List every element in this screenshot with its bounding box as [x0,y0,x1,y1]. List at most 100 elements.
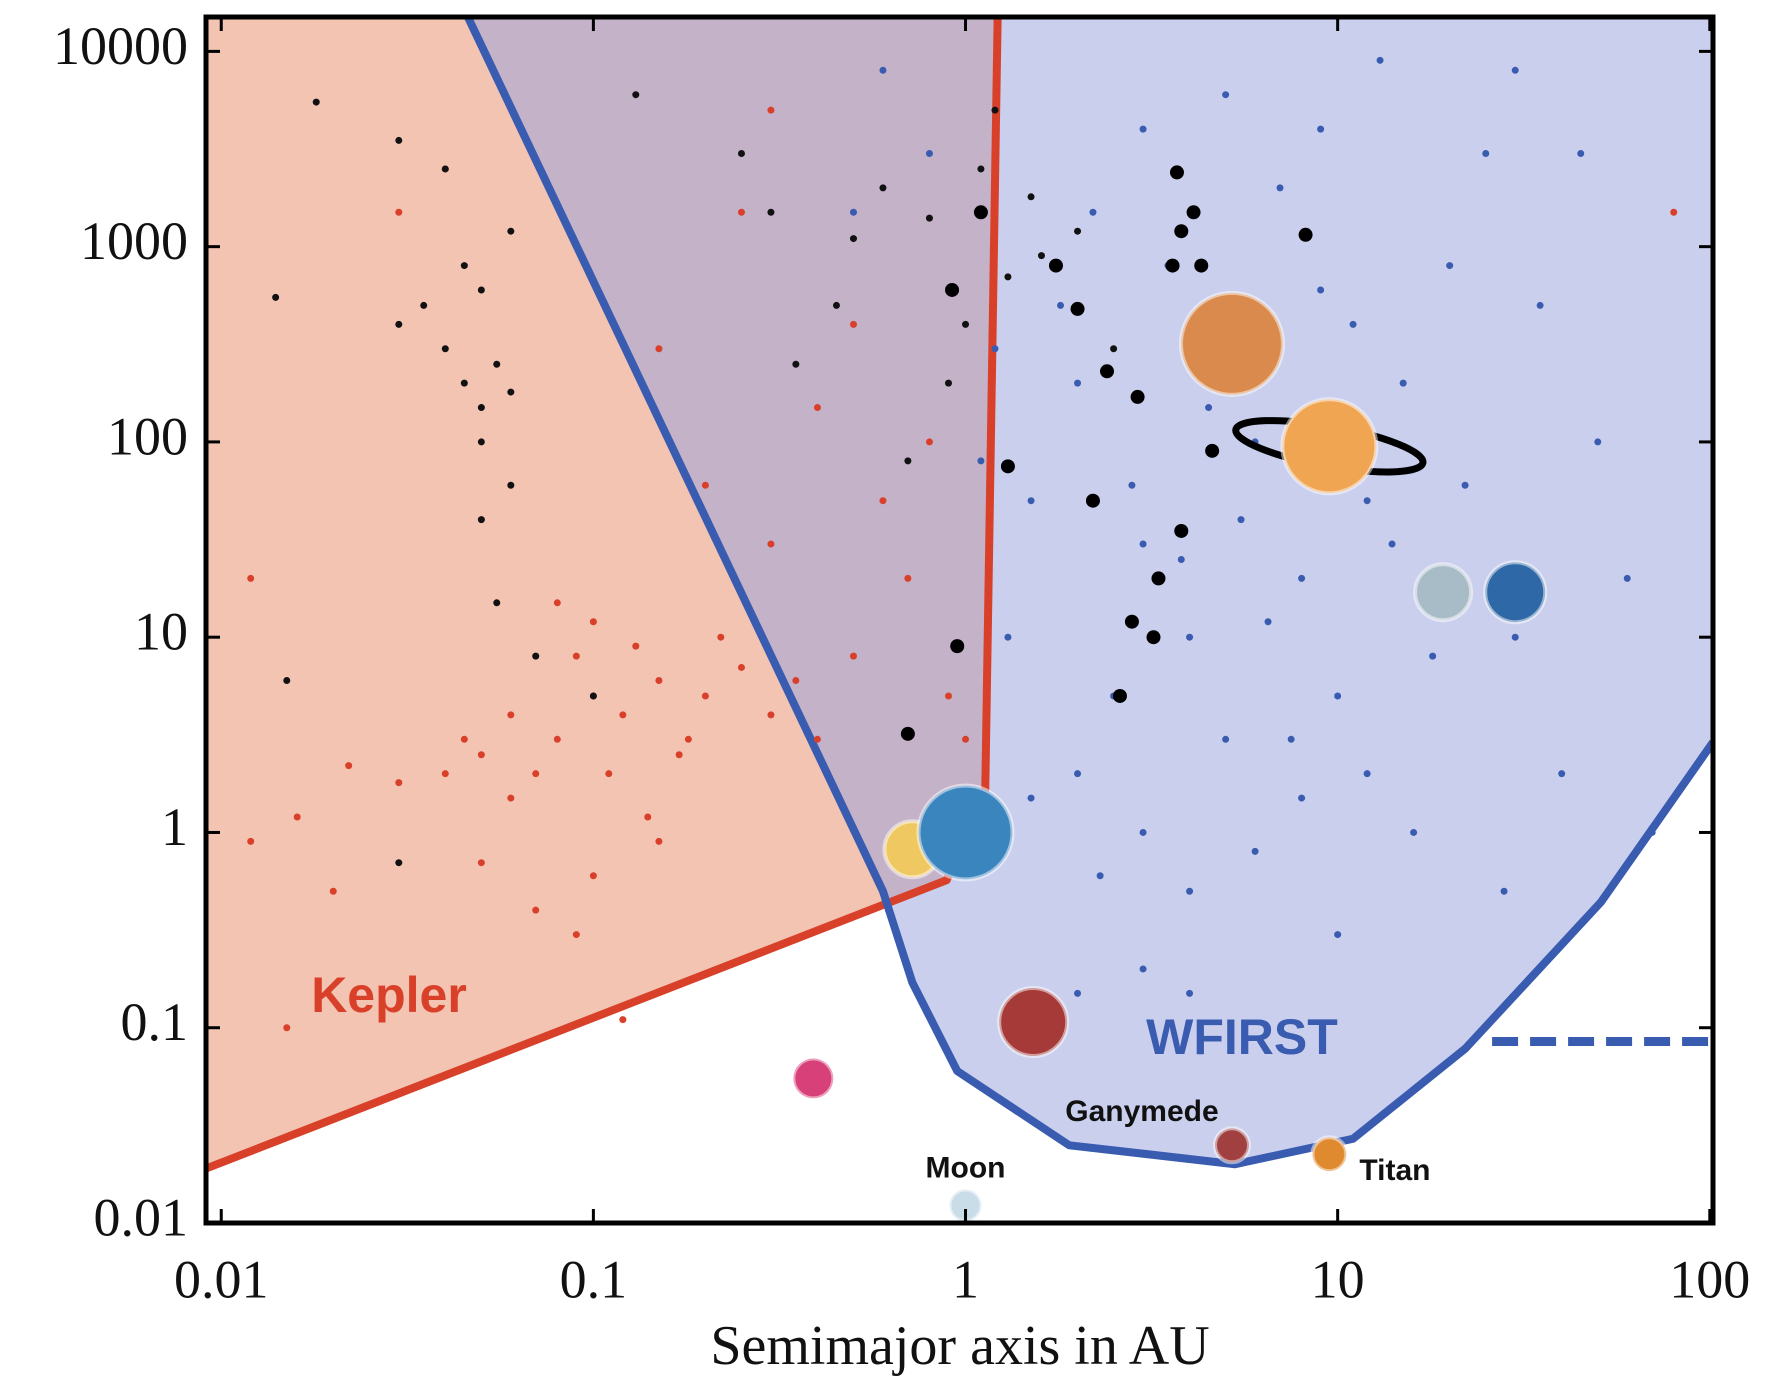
x-tick-label: 0.1 [560,1249,628,1309]
point [944,379,952,387]
point [737,149,745,157]
point [1089,208,1097,216]
point [1577,149,1585,157]
point [849,235,857,243]
solar-body [997,985,1070,1058]
point [1363,497,1371,505]
point [553,735,561,743]
point [420,301,428,309]
point [1186,989,1194,997]
point [1057,301,1065,309]
point [1186,633,1194,641]
y-tick-label: 100 [107,406,188,466]
region-boundary [464,17,1713,1169]
point [737,208,745,216]
point [477,859,485,867]
point [283,677,291,685]
point [619,711,627,719]
point [1670,208,1678,216]
solar-body [1483,560,1548,625]
point [1334,692,1342,700]
point [293,813,301,821]
point [507,388,515,396]
point [1349,320,1357,328]
point [441,770,449,778]
point [701,481,709,489]
point [1146,630,1161,645]
point [1112,688,1127,703]
point [1287,735,1295,743]
y-tick-label: 10000 [53,16,188,76]
point [1536,301,1544,309]
region-label: WFIRST [1146,1009,1338,1065]
y-tick-label: 0.01 [94,1187,189,1247]
point [283,1024,291,1032]
point [944,692,952,700]
point [589,692,597,700]
point [925,214,933,222]
point [632,642,640,650]
point [849,208,857,216]
point [973,205,988,220]
point [1027,193,1035,201]
point [1027,794,1035,802]
point [507,227,515,235]
point [395,208,403,216]
point [1648,828,1656,836]
point [1623,574,1631,582]
overlay: Ganymede Titan Moon Kepler WFIRST 0.01 0.1 1 10 1… [53,14,1750,1309]
point [507,711,515,719]
solar-body [1178,290,1285,397]
point [460,735,468,743]
body-label: Titan [1359,1154,1430,1187]
solar-body [916,783,1015,882]
point [345,762,353,770]
region-label: Kepler [311,967,467,1023]
point [1482,149,1490,157]
point [1298,227,1313,242]
point [1594,438,1602,446]
point [1461,481,1469,489]
solar-body [1310,1135,1349,1174]
point [925,438,933,446]
point [493,599,501,607]
point [945,282,960,297]
point [312,98,320,106]
solar-body [1413,562,1474,623]
point [792,360,800,368]
point [247,837,255,845]
point [1446,262,1454,270]
point [1124,614,1139,629]
plot-frame [203,14,1716,1226]
point [1085,493,1100,508]
point [1298,794,1306,802]
solar-body [1212,1126,1251,1165]
point [1511,66,1519,74]
plot-area [206,17,1713,1223]
point [619,1016,627,1024]
point [1317,125,1325,133]
point [532,652,540,660]
x-tick-label: 10 [1311,1249,1365,1309]
point [904,457,912,465]
point [477,404,485,412]
x-tick-label: 1 [952,1249,979,1309]
point [991,106,999,114]
point [767,106,775,114]
point [1317,286,1325,294]
point [477,286,485,294]
body-label: Moon [926,1151,1006,1184]
y-tick-label: 1 [161,797,188,857]
point [1222,91,1230,99]
point [813,735,821,743]
point [395,859,403,867]
solar-body [1280,397,1379,496]
point [1037,252,1045,260]
point [1174,224,1189,239]
point [879,497,887,505]
point [1151,571,1166,586]
point [395,136,403,144]
point [507,481,515,489]
point [1388,540,1396,548]
